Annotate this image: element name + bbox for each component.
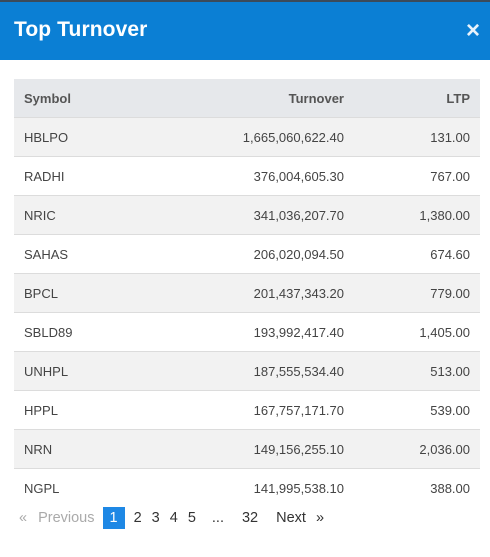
turnover-cell: 187,555,534.40 — [253, 363, 344, 379]
turnover-cell: 141,995,538.10 — [253, 480, 344, 496]
close-icon[interactable]: × — [465, 17, 480, 44]
symbol-cell: UNHPL — [24, 363, 69, 379]
ltp-cell: 388.00 — [430, 480, 470, 496]
symbol-cell: SBLD89 — [24, 324, 73, 340]
turnover-cell: 1,665,060,622.40 — [242, 129, 344, 145]
last-page-icon[interactable]: » — [315, 510, 325, 526]
table-row[interactable]: NRIC 341,036,207.70 1,380.00 — [14, 195, 480, 234]
table-header-row: Symbol Turnover LTP — [14, 79, 480, 117]
table-row[interactable]: UNHPL 187,555,534.40 513.00 — [14, 351, 480, 390]
symbol-cell: NGPL — [24, 480, 60, 496]
ltp-cell: 513.00 — [430, 363, 470, 379]
symbol-cell: BPCL — [24, 285, 58, 301]
table-row[interactable]: SAHAS 206,020,094.50 674.60 — [14, 234, 480, 273]
ltp-cell: 2,036.00 — [419, 441, 470, 457]
modal-title: Top Turnover — [14, 18, 148, 41]
table-row[interactable]: SBLD89 193,992,417.40 1,405.00 — [14, 312, 480, 351]
table-body: HBLPO 1,665,060,622.40 131.00 RADHI 376,004,… — [14, 117, 480, 507]
column-header-ltp[interactable]: LTP — [446, 90, 470, 106]
ltp-cell: 1,380.00 — [419, 207, 470, 223]
turnover-cell: 341,036,207.70 — [253, 207, 344, 223]
ltp-cell: 674.60 — [430, 246, 470, 262]
modal-header: Top Turnover × — [0, 2, 490, 60]
column-header-turnover[interactable]: Turnover — [288, 90, 344, 106]
table-row[interactable]: NGPL 141,995,538.10 388.00 — [14, 468, 480, 507]
ltp-cell: 779.00 — [430, 285, 470, 301]
background-strip — [0, 0, 490, 2]
symbol-cell: NRIC — [24, 207, 56, 223]
turnover-table: Symbol Turnover LTP HBLPO 1,665,060,622.4… — [14, 79, 480, 507]
first-page-icon[interactable]: « — [19, 510, 28, 526]
page-link[interactable]: 1 — [102, 507, 125, 529]
previous-page-button[interactable]: Previous — [38, 510, 95, 526]
page-link[interactable]: 32 — [241, 510, 259, 526]
symbol-cell: HPPL — [24, 402, 58, 418]
page-ellipsis: ... — [211, 510, 224, 526]
pagination: « Previous 1 2 3 4 5... 32 Next » — [14, 506, 480, 530]
ltp-cell: 767.00 — [430, 168, 470, 184]
turnover-cell: 206,020,094.50 — [253, 246, 344, 262]
symbol-cell: SAHAS — [24, 246, 69, 262]
page-link[interactable]: 4 — [169, 510, 178, 526]
symbol-cell: RADHI — [24, 168, 65, 184]
page-link[interactable]: 5 — [187, 510, 196, 526]
column-header-symbol[interactable]: Symbol — [24, 90, 71, 106]
symbol-cell: NRN — [24, 441, 53, 457]
turnover-cell: 149,156,255.10 — [253, 441, 344, 457]
turnover-cell: 193,992,417.40 — [253, 324, 344, 340]
turnover-cell: 201,437,343.20 — [253, 285, 344, 301]
page-link[interactable]: 2 — [133, 510, 142, 526]
next-page-button[interactable]: Next — [276, 510, 306, 526]
ltp-cell: 539.00 — [430, 402, 470, 418]
table-row[interactable]: HPPL 167,757,171.70 539.00 — [14, 390, 480, 429]
ltp-cell: 1,405.00 — [419, 324, 470, 340]
turnover-cell: 376,004,605.30 — [253, 168, 344, 184]
table-row[interactable]: NRN 149,156,255.10 2,036.00 — [14, 429, 480, 468]
table-row[interactable]: HBLPO 1,665,060,622.40 131.00 — [14, 117, 480, 156]
ltp-cell: 131.00 — [430, 129, 470, 145]
page-numbers: 1 2 3 4 5... 32 — [100, 507, 272, 529]
symbol-cell: HBLPO — [24, 129, 69, 145]
table-row[interactable]: RADHI 376,004,605.30 767.00 — [14, 156, 480, 195]
table-row[interactable]: BPCL 201,437,343.20 779.00 — [14, 273, 480, 312]
turnover-cell: 167,757,171.70 — [253, 402, 344, 418]
page-link[interactable]: 3 — [151, 510, 160, 526]
